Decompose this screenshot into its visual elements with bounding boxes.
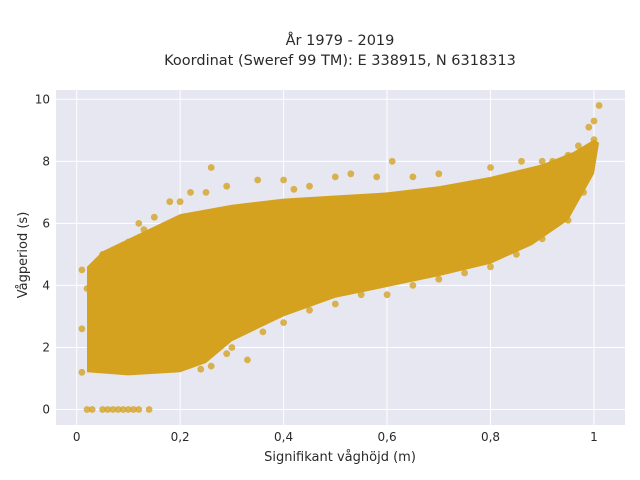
- data-point-61: [487, 263, 494, 271]
- x-tick-label-4: 0,8: [481, 430, 500, 444]
- data-point-0: [83, 406, 91, 413]
- data-point-4: [109, 406, 117, 413]
- data-point-14: [124, 238, 132, 246]
- data-point-17: [150, 213, 158, 221]
- data-point-54: [306, 306, 313, 314]
- data-point-40: [585, 123, 593, 131]
- data-point-52: [259, 328, 267, 336]
- x-axis-title: Signifikant våghöjd (m): [264, 450, 416, 465]
- data-point-65: [580, 189, 587, 196]
- data-point-50: [244, 356, 251, 364]
- data-point-21: [202, 189, 210, 196]
- data-point-62: [513, 251, 520, 258]
- data-point-5: [114, 406, 122, 413]
- data-point-13: [114, 244, 122, 252]
- data-point-57: [383, 291, 391, 299]
- data-point-29: [347, 170, 355, 178]
- data-point-49: [223, 350, 231, 358]
- data-point-36: [538, 157, 546, 165]
- data-point-55: [331, 300, 339, 308]
- data-point-18: [166, 198, 174, 206]
- data-point-26: [290, 185, 298, 193]
- data-point-6: [119, 406, 127, 413]
- data-point-7: [124, 406, 132, 413]
- y-tick-label-3: 6: [42, 216, 50, 230]
- data-point-39: [575, 142, 582, 150]
- data-point-35: [518, 157, 525, 165]
- y-tick-label-2: 4: [42, 278, 50, 292]
- data-point-33: [435, 170, 443, 178]
- data-point-34: [487, 164, 494, 171]
- data-point-38: [564, 151, 572, 159]
- data-point-22: [207, 164, 215, 171]
- x-tick-label-1: 0,2: [171, 430, 190, 444]
- data-point-68: [83, 285, 91, 292]
- data-point-59: [435, 275, 443, 283]
- data-point-28: [331, 173, 339, 181]
- data-point-56: [357, 291, 365, 299]
- data-point-30: [373, 173, 381, 181]
- chart-title-line-1: År 1979 - 2019: [286, 32, 395, 49]
- data-point-66: [78, 325, 86, 333]
- data-point-2: [99, 406, 106, 413]
- data-point-48: [207, 362, 215, 370]
- data-point-41: [590, 117, 598, 125]
- data-point-27: [306, 182, 313, 190]
- y-tick-label-1: 2: [42, 340, 50, 354]
- data-point-9: [135, 406, 143, 413]
- data-point-60: [461, 269, 468, 277]
- data-point-12: [99, 251, 106, 258]
- density-cloud: [87, 139, 600, 376]
- data-point-11: [78, 266, 86, 274]
- data-point-3: [104, 406, 112, 413]
- y-tick-label-5: 10: [35, 92, 50, 106]
- data-point-1: [88, 406, 96, 413]
- y-tick-label-4: 8: [42, 154, 50, 168]
- data-point-10: [145, 406, 153, 413]
- data-point-20: [187, 189, 194, 196]
- data-point-25: [280, 176, 287, 184]
- data-point-51: [228, 344, 236, 351]
- data-point-64: [564, 216, 572, 224]
- data-point-16: [140, 226, 148, 234]
- point-cloud: [87, 139, 600, 376]
- data-point-67: [78, 368, 86, 376]
- x-tick-label-0: 0: [73, 430, 81, 444]
- chart-title-line-2: Koordinat (Sweref 99 TM): E 338915, N 63…: [164, 53, 516, 69]
- data-point-23: [223, 182, 231, 190]
- data-point-15: [135, 220, 143, 227]
- data-point-53: [280, 319, 287, 326]
- x-tick-label-3: 0,6: [378, 430, 397, 444]
- data-point-63: [538, 235, 546, 243]
- data-point-37: [549, 157, 556, 165]
- data-points: [78, 102, 603, 413]
- data-point-47: [197, 365, 205, 373]
- data-point-45: [176, 359, 184, 367]
- data-point-31: [388, 157, 396, 165]
- data-point-24: [254, 176, 262, 184]
- data-point-44: [156, 356, 163, 364]
- y-axis-title: Vågperiod (s): [16, 212, 31, 299]
- data-point-19: [176, 198, 184, 206]
- data-point-32: [409, 173, 417, 181]
- data-point-58: [409, 282, 417, 289]
- data-point-43: [590, 136, 598, 144]
- data-point-46: [187, 359, 194, 367]
- x-tick-label-5: 1: [590, 430, 598, 444]
- data-point-8: [130, 406, 138, 413]
- x-tick-label-2: 0,4: [274, 430, 293, 444]
- data-point-42: [595, 102, 603, 109]
- y-tick-label-0: 0: [42, 402, 50, 416]
